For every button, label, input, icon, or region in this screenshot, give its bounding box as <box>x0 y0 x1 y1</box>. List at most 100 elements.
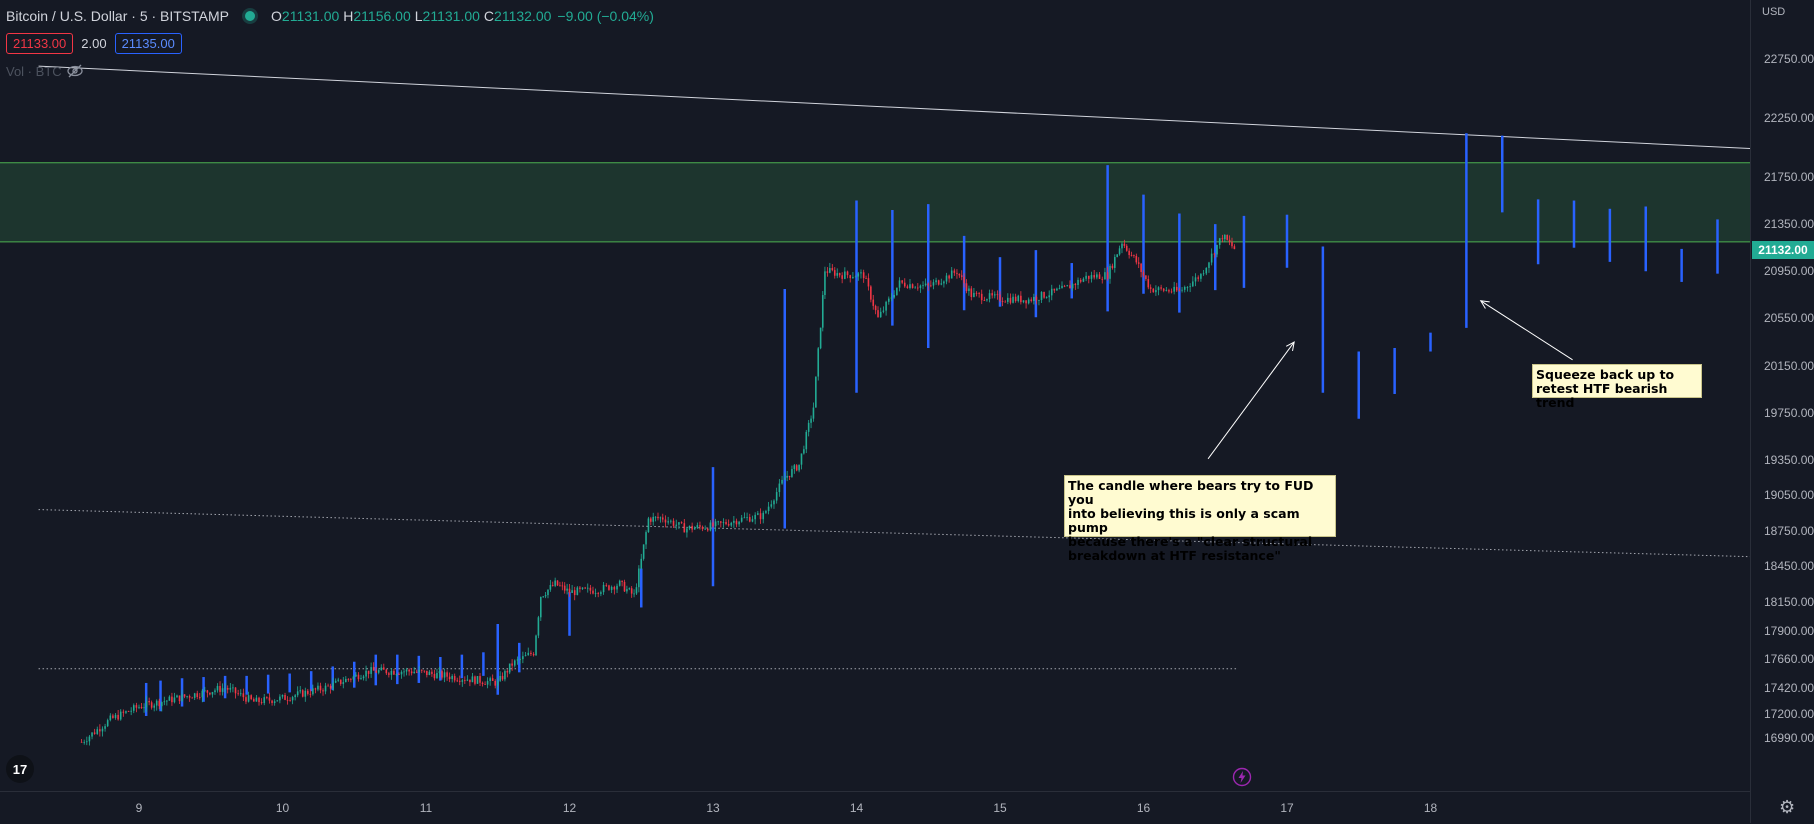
chart-area[interactable] <box>0 0 1755 791</box>
candle-body <box>484 684 486 685</box>
candle-body <box>443 672 446 678</box>
price-chart[interactable] <box>0 0 1755 791</box>
candle-body <box>1133 255 1135 257</box>
candle-body <box>621 580 623 582</box>
candle-body <box>309 693 312 695</box>
candle-body <box>754 514 756 520</box>
sell-button[interactable]: 21133.00 <box>6 33 74 54</box>
candle-body <box>608 585 610 590</box>
candle-body <box>680 522 683 524</box>
open-value: 21131.00 <box>281 8 340 24</box>
candle-body <box>709 522 712 531</box>
candle-body <box>740 517 743 522</box>
candle-body <box>675 524 678 526</box>
candle-body <box>1162 288 1165 291</box>
lightning-icon[interactable] <box>1232 767 1252 787</box>
candle-body <box>1027 299 1030 304</box>
candle-body <box>474 676 476 684</box>
candle-body <box>579 587 581 589</box>
candle-body <box>279 696 281 701</box>
candle-body <box>532 654 535 656</box>
candle-body <box>1123 243 1126 246</box>
candle-body <box>659 517 662 519</box>
candle-body <box>1007 297 1009 302</box>
candle-body <box>332 682 334 689</box>
candle-body <box>686 528 688 533</box>
candle-body <box>963 276 965 284</box>
candle-body <box>571 590 573 593</box>
candle-body <box>83 742 86 743</box>
candle-body <box>1045 297 1048 299</box>
candle-body <box>652 516 655 522</box>
candle-body <box>819 327 822 349</box>
tradingview-logo-icon[interactable]: 17 <box>6 755 34 783</box>
candle-body <box>765 511 767 513</box>
candle-body <box>413 671 415 674</box>
candle-body <box>618 580 621 586</box>
candle-body <box>630 588 633 594</box>
candle-body <box>714 521 717 527</box>
candle-body <box>566 588 568 591</box>
candle-body <box>451 675 453 680</box>
candle-body <box>1090 275 1093 279</box>
symbol-title[interactable]: Bitcoin / U.S. Dollar · 5 · BITSTAMP <box>6 8 230 24</box>
price-axis[interactable]: 22750.00 22250.00 21750.00 21350.00 20950.00… <box>1750 0 1814 823</box>
candle-body <box>150 702 153 708</box>
candle-body <box>112 715 114 718</box>
candle-body <box>898 280 901 288</box>
candle-body <box>885 301 887 311</box>
price-tick-label: 17660.00 <box>1764 652 1814 667</box>
high-value: 21156.00 <box>353 8 411 24</box>
candle-body <box>1093 275 1095 278</box>
candle-body <box>922 285 924 287</box>
candle-body <box>975 292 978 294</box>
candle-body <box>791 469 793 477</box>
candle-body <box>301 690 304 697</box>
candle-body <box>795 465 798 471</box>
trendline-0 <box>38 65 1754 150</box>
price-tick-label: 17900.00 <box>1764 624 1814 639</box>
candle-body <box>415 671 418 673</box>
squeeze-annotation-note[interactable]: Squeeze back up to retest HTF bearish tr… <box>1532 364 1702 410</box>
volume-indicator-label[interactable]: Vol · BTC <box>6 64 62 79</box>
candle-body <box>927 283 930 286</box>
candle-body <box>730 522 733 526</box>
candle-body <box>581 587 584 589</box>
price-tick-label: 20550.00 <box>1764 311 1814 326</box>
spread-value: 2.00 <box>81 36 107 51</box>
candle-body <box>1014 296 1017 302</box>
gear-icon[interactable]: ⚙ <box>1779 797 1796 817</box>
candle-body <box>188 696 191 698</box>
candle-body <box>119 711 122 720</box>
time-axis[interactable]: 9 10 11 12 13 14 15 16 17 18 <box>0 791 1750 824</box>
candle-body <box>1168 290 1170 292</box>
candle-body <box>1178 290 1181 292</box>
candle-body <box>193 693 196 698</box>
candle-body <box>1135 256 1138 263</box>
candle-body <box>479 676 481 683</box>
candle-body <box>380 667 383 671</box>
candle-body <box>183 694 186 697</box>
candle-body <box>1231 242 1233 247</box>
candle-body <box>542 596 544 598</box>
candle-body <box>209 692 211 695</box>
candle-body <box>638 568 640 588</box>
eye-hidden-icon[interactable] <box>66 64 84 78</box>
candle-body <box>746 517 748 518</box>
candle-body <box>1022 300 1025 303</box>
candle-body <box>446 672 448 677</box>
time-tick-label: 9 <box>135 801 143 815</box>
candle-body <box>148 701 150 703</box>
candle-body <box>626 589 628 592</box>
buy-button[interactable]: 21135.00 <box>114 33 182 54</box>
fud-annotation-note[interactable]: The candle where bears try to FUD you in… <box>1064 475 1336 563</box>
candle-body <box>945 275 948 282</box>
candle-body <box>727 524 730 526</box>
price-tick-label: 20150.00 <box>1764 358 1814 373</box>
candle-body <box>258 697 260 703</box>
candle-body <box>501 675 504 680</box>
candle-body <box>642 544 645 559</box>
candle-body <box>865 278 867 279</box>
currency-label[interactable]: USD <box>1762 6 1786 18</box>
candle-body <box>448 676 451 680</box>
